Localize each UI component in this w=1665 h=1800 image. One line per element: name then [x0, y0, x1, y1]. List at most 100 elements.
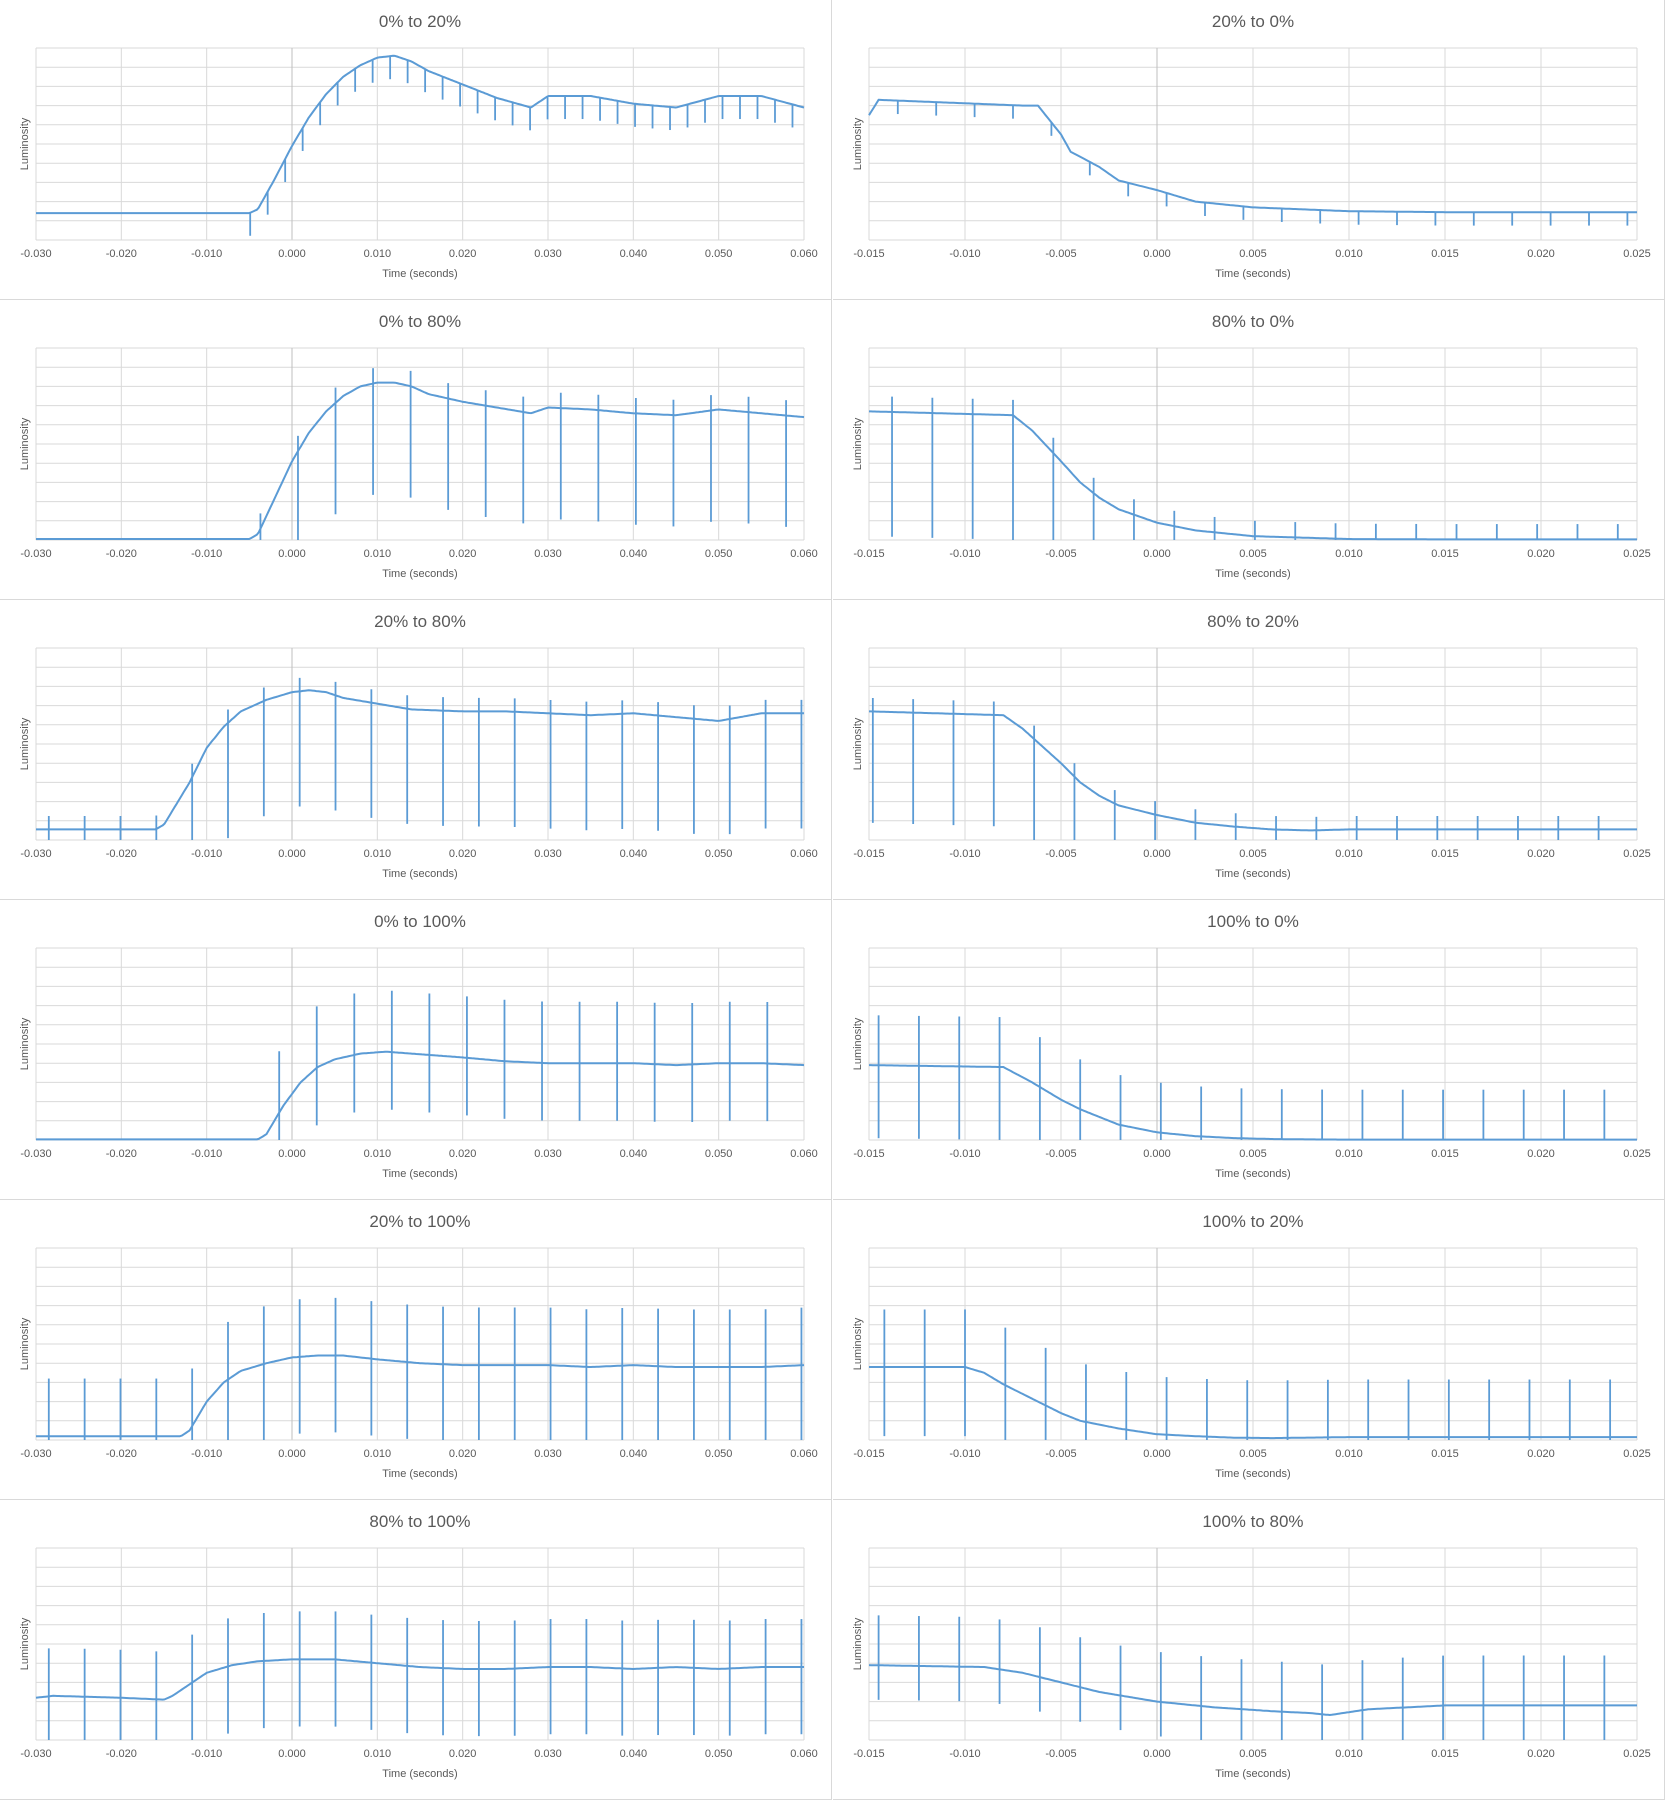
x-axis-label: Time (seconds) — [1215, 1768, 1290, 1780]
x-tick-label: 0.050 — [705, 548, 733, 560]
x-tick-label: 0.050 — [705, 248, 733, 260]
x-tick-label: 0.030 — [534, 1748, 562, 1760]
x-tick-label: 0.020 — [449, 1148, 477, 1160]
x-tick-label: 0.020 — [449, 1748, 477, 1760]
x-tick-label: -0.020 — [106, 848, 137, 860]
series-line — [36, 54, 805, 215]
x-tick-label: -0.005 — [1045, 548, 1076, 560]
x-tick-label: -0.010 — [191, 1148, 222, 1160]
x-tick-label: 0.010 — [1335, 1748, 1363, 1760]
x-tick-label: 0.020 — [449, 1448, 477, 1460]
x-tick-label: 0.020 — [1527, 248, 1555, 260]
chart-title: 20% to 80% — [374, 612, 466, 631]
x-tick-label: 0.050 — [705, 1448, 733, 1460]
chart-panel: -0.015 -0.010 -0.005 0.000 0.005 0.010 0.015 0.… — [833, 900, 1665, 1200]
x-tick-label: -0.005 — [1045, 1148, 1076, 1160]
x-tick-label: 0.050 — [705, 848, 733, 860]
x-tick-label: -0.015 — [853, 548, 884, 560]
x-tick-label: -0.020 — [106, 548, 137, 560]
series-line — [868, 98, 1637, 214]
series-line — [36, 1354, 805, 1438]
x-axis-label: Time (seconds) — [382, 1768, 457, 1780]
x-axis-label: Time (seconds) — [1215, 1468, 1290, 1480]
x-tick-label: -0.010 — [191, 1448, 222, 1460]
series-line — [35, 1658, 804, 1701]
chart-title: 0% to 80% — [379, 312, 461, 331]
x-tick-label: 0.040 — [620, 1748, 648, 1760]
x-tick-label: -0.010 — [191, 848, 222, 860]
x-tick-label: 0.020 — [1527, 1748, 1555, 1760]
x-tick-label: 0.010 — [364, 548, 392, 560]
x-tick-label: -0.020 — [106, 1148, 137, 1160]
y-axis-label: Luminosity — [852, 1317, 864, 1370]
series-line — [36, 381, 805, 540]
x-tick-label: -0.030 — [20, 548, 51, 560]
series-line — [868, 1664, 1637, 1716]
x-tick-label: -0.010 — [949, 1148, 980, 1160]
x-tick-label: 0.015 — [1431, 848, 1459, 860]
x-tick-label: -0.020 — [106, 248, 137, 260]
x-tick-label: -0.030 — [20, 848, 51, 860]
x-tick-label: 0.025 — [1623, 548, 1651, 560]
chart-title: 100% to 80% — [1202, 1512, 1303, 1531]
x-tick-label: -0.020 — [106, 1448, 137, 1460]
x-tick-label: 0.020 — [1527, 848, 1555, 860]
chart-svg: -0.015 -0.010 -0.005 0.000 0.005 0.010 0.015 0.… — [852, 612, 1651, 880]
x-tick-label: 0.010 — [1335, 1148, 1363, 1160]
x-tick-label: 0.025 — [1623, 848, 1651, 860]
chart-title: 80% to 20% — [1207, 612, 1299, 631]
x-tick-label: 0.010 — [1335, 848, 1363, 860]
chart-panel: -0.015 -0.010 -0.005 0.000 0.005 0.010 0.015 0.… — [833, 1200, 1665, 1500]
chart-svg: -0.015 -0.010 -0.005 0.000 0.005 0.010 0.015 0.… — [852, 1212, 1651, 1480]
chart-svg: -0.015 -0.010 -0.005 0.000 0.005 0.010 0.015 0.… — [852, 312, 1651, 580]
x-tick-label: -0.010 — [949, 548, 980, 560]
x-tick-label: 0.010 — [364, 1448, 392, 1460]
x-tick-label: 0.020 — [449, 848, 477, 860]
x-tick-label: 0.015 — [1431, 1148, 1459, 1160]
x-axis-label: Time (seconds) — [382, 268, 457, 280]
chart-svg: -0.030 -0.020 -0.010 0.000 0.010 0.020 0.030 0.… — [19, 1512, 818, 1780]
chart-title: 100% to 20% — [1202, 1212, 1303, 1231]
x-tick-label: 0.040 — [620, 548, 648, 560]
x-tick-label: 0.025 — [1623, 248, 1651, 260]
chart-panel: -0.030 -0.020 -0.010 0.000 0.010 0.020 0.030 0.… — [0, 1200, 832, 1500]
x-tick-label: 0.040 — [620, 848, 648, 860]
x-tick-label: 0.040 — [620, 248, 648, 260]
x-tick-label: 0.010 — [1335, 248, 1363, 260]
x-tick-label: -0.010 — [191, 1748, 222, 1760]
x-tick-label: 0.020 — [449, 248, 477, 260]
x-tick-label: 0.060 — [790, 548, 818, 560]
x-axis-label: Time (seconds) — [1215, 568, 1290, 580]
x-tick-label: 0.030 — [534, 548, 562, 560]
x-tick-label: 0.020 — [1527, 1148, 1555, 1160]
x-tick-label: -0.015 — [853, 248, 884, 260]
x-tick-label: 0.025 — [1623, 1148, 1651, 1160]
x-tick-label: 0.060 — [790, 1148, 818, 1160]
x-tick-label: 0.030 — [534, 848, 562, 860]
series-line — [869, 1064, 1637, 1141]
x-tick-label: 0.010 — [1335, 548, 1363, 560]
x-tick-label: 0.015 — [1431, 548, 1459, 560]
x-tick-label: -0.005 — [1045, 248, 1076, 260]
chart-panel: -0.030 -0.020 -0.010 0.000 0.010 0.020 0.030 0.… — [0, 900, 832, 1200]
x-tick-label: 0.030 — [534, 248, 562, 260]
x-tick-label: -0.005 — [1045, 1448, 1076, 1460]
x-axis-label: Time (seconds) — [382, 868, 457, 880]
x-tick-label: -0.015 — [853, 1748, 884, 1760]
chart-panel: -0.030 -0.020 -0.010 0.000 0.010 0.020 0.030 0.… — [0, 300, 832, 600]
chart-svg: -0.030 -0.020 -0.010 0.000 0.010 0.020 0.030 0.… — [19, 1212, 818, 1480]
x-tick-label: 0.020 — [449, 548, 477, 560]
x-tick-label: 0.000 — [1143, 548, 1171, 560]
x-tick-label: -0.010 — [949, 1748, 980, 1760]
chart-panel: -0.030 -0.020 -0.010 0.000 0.010 0.020 0.030 0.… — [0, 0, 832, 300]
chart-panel: -0.015 -0.010 -0.005 0.000 0.005 0.010 0.015 0.… — [833, 600, 1665, 900]
x-tick-label: 0.010 — [364, 248, 392, 260]
x-tick-label: -0.030 — [20, 1448, 51, 1460]
x-tick-label: -0.015 — [853, 1148, 884, 1160]
x-tick-label: 0.015 — [1431, 1748, 1459, 1760]
x-tick-label: -0.010 — [191, 248, 222, 260]
chart-svg: -0.030 -0.020 -0.010 0.000 0.010 0.020 0.030 0.… — [19, 12, 818, 280]
x-tick-label: -0.010 — [949, 248, 980, 260]
x-tick-label: 0.010 — [1335, 1448, 1363, 1460]
chart-title: 0% to 20% — [379, 12, 461, 31]
